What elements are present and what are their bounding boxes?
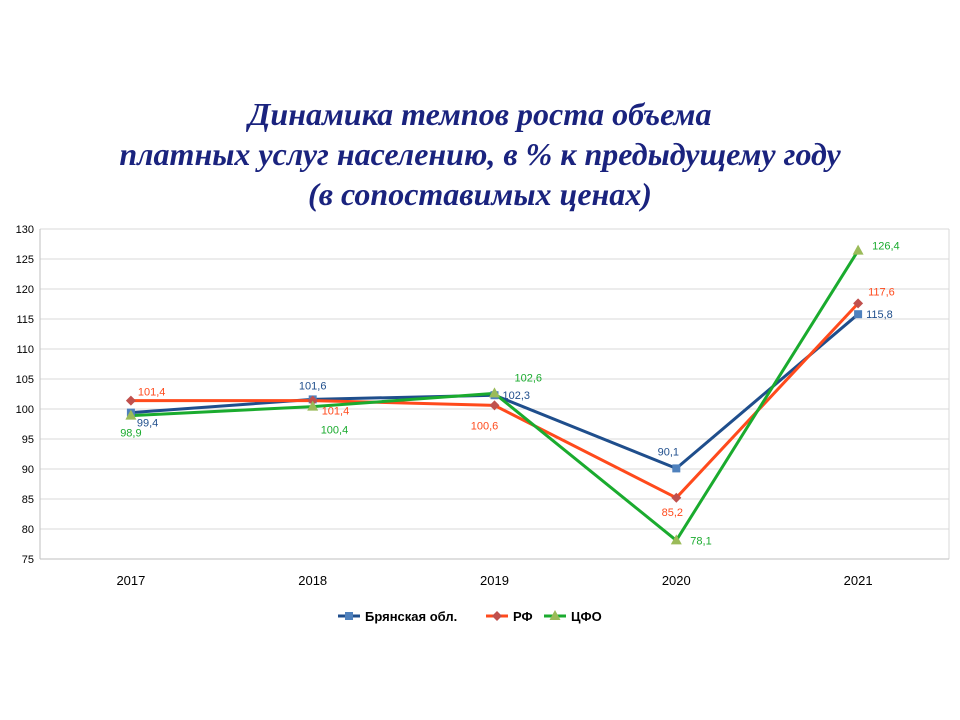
data-point (854, 310, 863, 319)
title-line-2: платных услуг населению, в % к предыдуще… (119, 136, 841, 172)
data-label: 100,6 (471, 420, 499, 432)
x-tick-label: 2020 (662, 573, 691, 588)
y-tick-label: 110 (16, 344, 34, 356)
y-tick-label: 125 (16, 254, 34, 266)
y-tick-label: 85 (22, 494, 34, 506)
y-tick-label: 115 (16, 314, 34, 326)
data-point (489, 387, 500, 398)
data-label: 99,4 (137, 418, 158, 430)
x-tick-label: 2017 (116, 573, 145, 588)
data-label: 85,2 (662, 507, 683, 519)
data-point (307, 400, 319, 411)
data-label: 90,1 (658, 446, 679, 458)
y-tick-label: 130 (16, 224, 34, 236)
data-label: 126,4 (872, 241, 900, 253)
data-label: 101,6 (299, 380, 327, 392)
x-tick-label: 2021 (844, 573, 873, 588)
x-tick-label: 2019 (480, 573, 509, 588)
data-point (672, 464, 681, 473)
legend-label: ЦФО (571, 609, 602, 624)
y-tick-label: 80 (22, 524, 34, 536)
data-label: 101,4 (322, 406, 350, 418)
legend-label: РФ (513, 609, 533, 624)
data-point (125, 409, 137, 420)
data-point (125, 395, 136, 406)
y-tick-label: 95 (22, 434, 34, 446)
data-point (670, 534, 682, 545)
data-point (671, 492, 682, 503)
legend-label: Брянская обл. (365, 609, 457, 624)
data-label: 98,9 (120, 428, 141, 440)
y-tick-label: 120 (16, 284, 34, 296)
y-tick-label: 105 (16, 374, 34, 386)
chart-title: Динамика темпов роста объема платных усл… (0, 94, 960, 214)
title-line-1: Динамика темпов роста объема (248, 96, 712, 132)
data-point (489, 400, 500, 411)
x-tick-label: 2018 (298, 573, 327, 588)
data-label: 102,6 (515, 372, 543, 384)
data-point (852, 244, 864, 255)
data-label: 115,8 (866, 309, 893, 321)
y-tick-label: 75 (22, 554, 34, 566)
data-label: 117,6 (868, 286, 895, 298)
title-line-3: (в сопоставимых ценах) (308, 176, 652, 212)
y-tick-label: 90 (22, 464, 34, 476)
data-label: 100,4 (321, 425, 349, 437)
data-label: 78,1 (690, 535, 711, 547)
data-point (853, 298, 864, 309)
data-label: 101,4 (138, 387, 166, 399)
legend-marker (492, 611, 502, 621)
legend-marker (549, 610, 561, 620)
y-tick-label: 100 (16, 404, 34, 416)
data-label: 102,3 (503, 390, 531, 402)
legend-marker (345, 612, 353, 620)
